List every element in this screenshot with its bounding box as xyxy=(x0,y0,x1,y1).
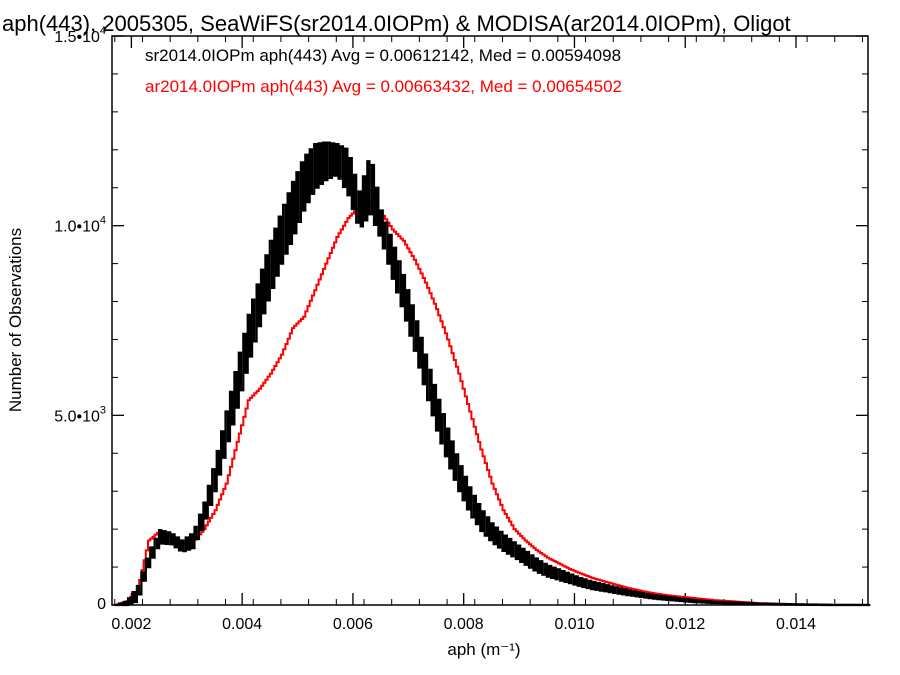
x-tick-label: 0.006 xyxy=(333,616,373,633)
series-sr2014-line xyxy=(114,141,871,607)
y-tick-label: 1.0•104 xyxy=(54,215,106,236)
x-tick-label: 0.002 xyxy=(111,616,151,633)
legend-entry-ar2014: ar2014.0IOPm aph(443) Avg = 0.00663432, … xyxy=(145,77,622,96)
x-tick-label: 0.012 xyxy=(665,616,705,633)
y-tick-label: 5.0•103 xyxy=(54,404,106,425)
y-axis-label: Number of Observations xyxy=(6,228,25,412)
legend-entry-sr2014: sr2014.0IOPm aph(443) Avg = 0.00612142, … xyxy=(145,46,621,65)
x-tick-label: 0.014 xyxy=(776,616,816,633)
plot-frame xyxy=(111,35,869,606)
y-tick-label: 0 xyxy=(97,596,106,613)
x-axis-ticks: 0.002 0.004 0.006 0.008 0.010 0.012 0.014 xyxy=(111,36,863,633)
y-tick-label: 1.5•104 xyxy=(54,25,106,46)
series-ar2014-line xyxy=(114,201,871,606)
chart-title: aph(443), 2005305, SeaWiFS(sr2014.0IOPm)… xyxy=(2,11,791,36)
x-tick-label: 0.004 xyxy=(222,616,262,633)
x-axis-label: aph (m⁻¹) xyxy=(447,640,520,659)
y-axis-ticks: 0 5.0•103 1.0•104 1.5•104 xyxy=(54,25,868,613)
series-layer xyxy=(114,141,871,607)
x-tick-label: 0.008 xyxy=(444,616,484,633)
x-tick-label: 0.010 xyxy=(554,616,594,633)
